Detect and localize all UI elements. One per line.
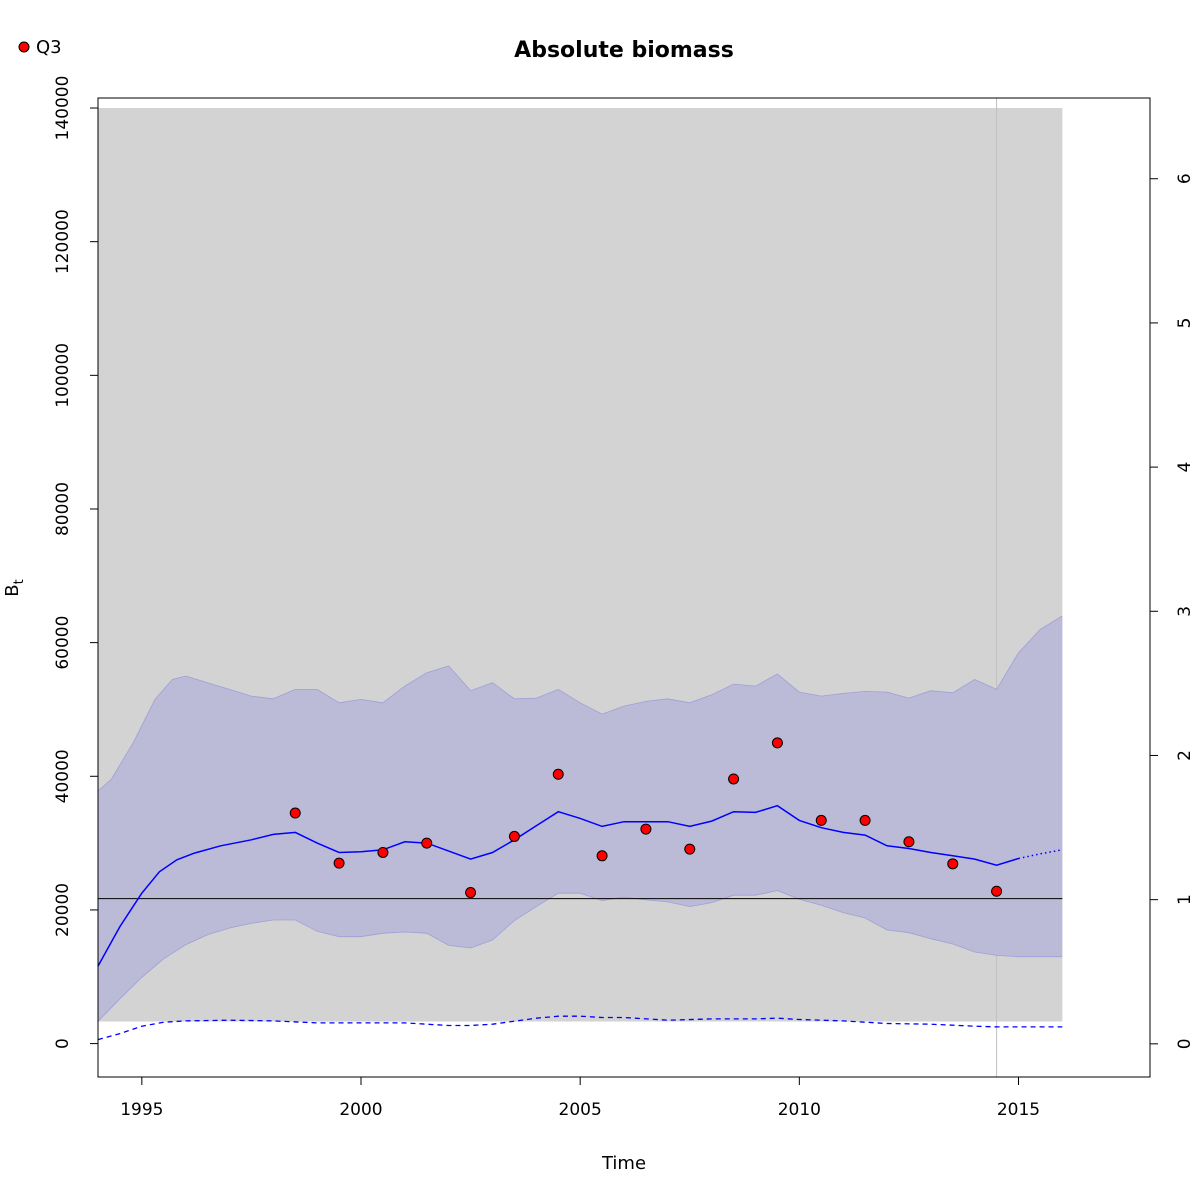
observation-point-layer xyxy=(289,737,1003,899)
data-point-q3 xyxy=(947,858,959,870)
y-tick-label: 60000 xyxy=(53,616,73,670)
data-point-q3 xyxy=(377,846,389,858)
y2-tick-label: 2 xyxy=(1175,750,1195,761)
data-point-q3 xyxy=(289,807,301,819)
y-tick-label: 120000 xyxy=(53,209,73,274)
legend-label-q3: Q3 xyxy=(36,37,62,58)
y2-tick-label: 5 xyxy=(1175,318,1195,329)
data-point-q3 xyxy=(640,823,652,835)
data-point-q3 xyxy=(684,843,696,855)
y2-tick-label: 1 xyxy=(1175,894,1195,905)
y-tick-label: 20000 xyxy=(53,883,73,937)
lower-dashed-line xyxy=(97,1015,1063,1041)
y-axis-title: Bt xyxy=(2,579,27,596)
data-point-q3 xyxy=(508,830,520,842)
data-point-q3 xyxy=(991,885,1003,897)
y2-tick-label: 0 xyxy=(1175,1038,1195,1049)
confidence-upper-edge xyxy=(97,615,1063,792)
x-axis-title: Time xyxy=(601,1153,646,1174)
estimate-line xyxy=(97,804,1019,967)
data-point-q3 xyxy=(728,773,740,785)
data-point-q3 xyxy=(552,768,564,780)
y-tick-label: 100000 xyxy=(53,343,73,408)
y-axis-title-main: B xyxy=(2,584,23,596)
axes-layer: 1995 2000 2005 2010 201502000040000600008000… xyxy=(53,76,1195,1120)
data-point-q3 xyxy=(596,850,608,862)
y-tick-label: 0 xyxy=(53,1038,73,1049)
y-tick-label: 80000 xyxy=(53,482,73,536)
data-point-q3 xyxy=(771,737,783,749)
legend-marker-q3 xyxy=(18,41,30,53)
plot-frame xyxy=(97,97,1151,1078)
y-axis-title-subscript: t xyxy=(12,579,27,584)
x-tick-label: 2015 xyxy=(997,1100,1040,1120)
y-axis-title-group: Bt xyxy=(2,579,27,596)
y-tick-label: 140000 xyxy=(53,76,73,141)
x-tick-label: 2005 xyxy=(559,1100,602,1120)
data-point-q3 xyxy=(465,887,477,899)
chart-title: Absolute biomass xyxy=(514,38,734,63)
y-tick-label: 40000 xyxy=(53,749,73,803)
x-tick-label: 2010 xyxy=(778,1100,821,1120)
confidence-lower-edge xyxy=(97,890,1063,1022)
series-line-layer xyxy=(97,804,1063,1041)
forecast-line xyxy=(1018,849,1063,860)
y2-tick-label: 4 xyxy=(1175,462,1195,473)
legend: Q3 xyxy=(18,37,62,58)
data-point-q3 xyxy=(859,814,871,826)
y2-tick-label: 3 xyxy=(1175,606,1195,617)
y2-tick-label: 6 xyxy=(1175,173,1195,184)
x-tick-label: 1995 xyxy=(120,1100,163,1120)
data-point-q3 xyxy=(333,857,345,869)
data-point-q3 xyxy=(815,814,827,826)
data-point-q3 xyxy=(903,836,915,848)
x-tick-label: 2000 xyxy=(339,1100,382,1120)
data-point-q3 xyxy=(421,837,433,849)
